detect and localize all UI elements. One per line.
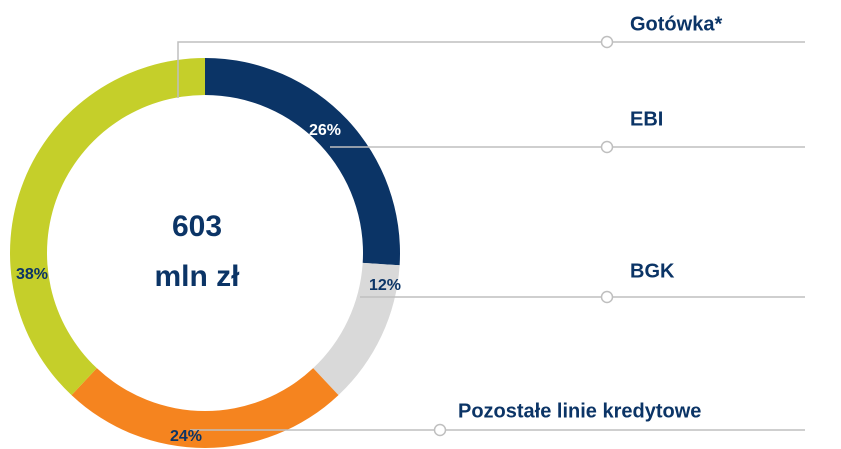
leader-dot bbox=[600, 140, 614, 154]
leader-dot bbox=[433, 423, 447, 437]
donut-segment bbox=[9, 58, 205, 396]
ring bbox=[9, 58, 400, 448]
leader-dot bbox=[600, 35, 614, 49]
legend-label: EBI bbox=[630, 108, 663, 130]
legend-label: Pozostałe linie kredytowe bbox=[458, 400, 701, 422]
leader-line bbox=[177, 41, 805, 98]
value-label: 12% bbox=[369, 277, 401, 294]
leader-dot bbox=[600, 290, 614, 304]
center-total: 603 bbox=[172, 210, 222, 243]
labels: EBI 26% BGK 12% Pozostałe linie kredytowe 24%… bbox=[16, 13, 805, 445]
legend-label: Gotówka* bbox=[630, 13, 722, 35]
value-label: 24% bbox=[170, 428, 202, 445]
center-unit: mln zł bbox=[154, 260, 240, 293]
legend-label: BGK bbox=[630, 260, 675, 282]
donut-segment bbox=[313, 262, 400, 396]
donut-segment bbox=[71, 368, 339, 448]
value-label: 38% bbox=[16, 266, 48, 283]
value-label: 26% bbox=[309, 122, 341, 139]
donut-segment bbox=[205, 58, 400, 266]
